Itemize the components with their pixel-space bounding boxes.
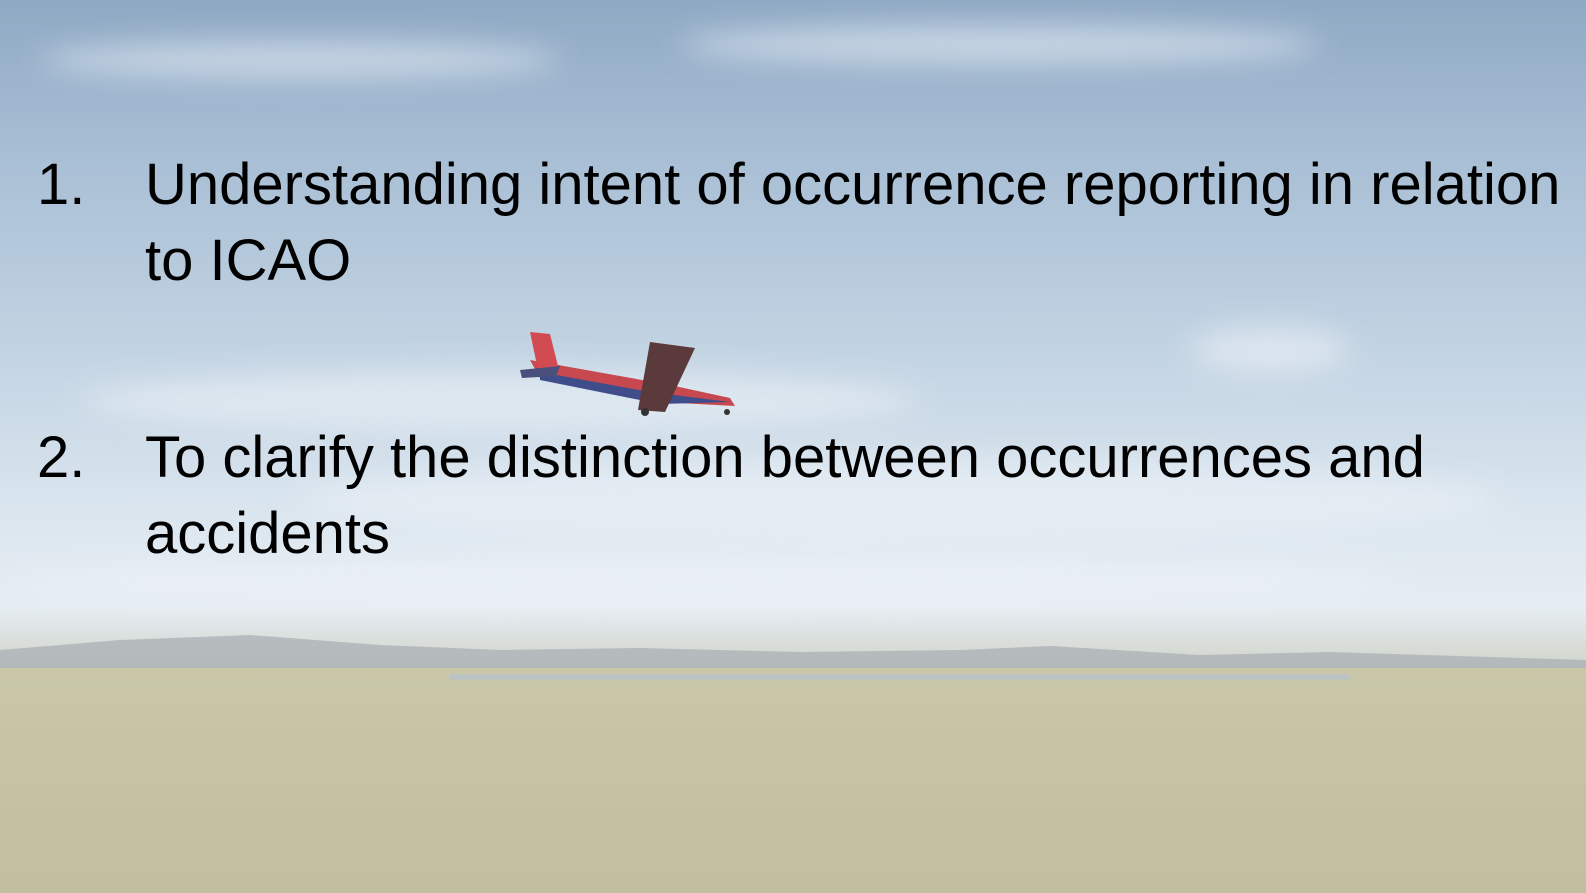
item-number: 2. <box>37 420 85 496</box>
slide: 1. Understanding intent of occurrence rep… <box>0 0 1586 893</box>
item-text: To clarify the distinction between occur… <box>145 420 1565 572</box>
item-number: 1. <box>37 147 85 223</box>
item-text: Understanding intent of occurrence repor… <box>145 147 1565 299</box>
ground <box>0 668 1586 893</box>
